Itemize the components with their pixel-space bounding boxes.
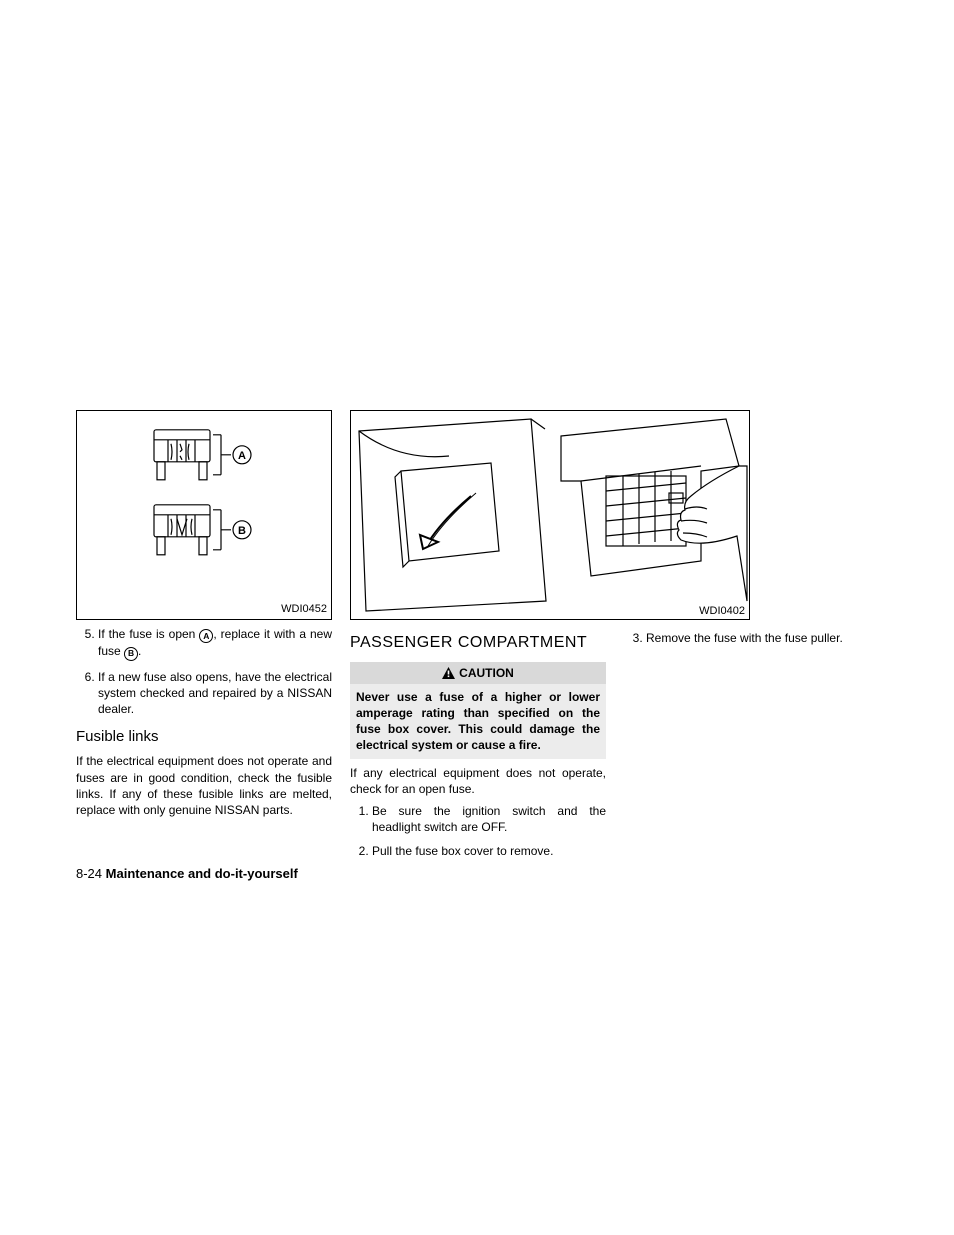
- caution-title-bar: CAUTION: [350, 662, 606, 684]
- fusible-links-para: If the electrical equipment does not ope…: [76, 753, 332, 818]
- column-2-3-wrap: WDI0402 PASSENGER COMPARTMENT CAUTION: [350, 410, 880, 867]
- content-area: A: [76, 410, 878, 867]
- col2-step-2: Pull the fuse box cover to remove.: [372, 843, 606, 859]
- caution-body: Never use a fuse of a higher or lower am…: [350, 684, 606, 759]
- step5-text-1: If the fuse is open: [98, 627, 199, 641]
- col2-para: If any electrical equipment does not ope…: [350, 765, 606, 797]
- step-5: If the fuse is open A, replace it with a…: [98, 626, 332, 661]
- column-3: Remove the fuse with the fuse puller.: [624, 626, 880, 867]
- figure-passenger-compartment: WDI0402: [350, 410, 750, 620]
- page-footer: 8-24 Maintenance and do-it-yourself: [76, 866, 298, 881]
- fusible-links-heading: Fusible links: [76, 727, 332, 747]
- col2-step-1: Be sure the ignition switch and the head…: [372, 803, 606, 835]
- figure-label-b: B: [238, 525, 246, 537]
- caution-title-text: CAUTION: [459, 665, 514, 681]
- section-title: Maintenance and do-it-yourself: [106, 866, 298, 881]
- passenger-heading: PASSENGER COMPARTMENT: [350, 632, 606, 654]
- warning-triangle-icon: [442, 667, 455, 679]
- figure2-id: WDI0402: [699, 605, 745, 617]
- step-6: If a new fuse also opens, have the elect…: [98, 669, 332, 718]
- page-number: 8-24: [76, 866, 102, 881]
- col23-inner: PASSENGER COMPARTMENT CAUTION Never use …: [350, 626, 880, 867]
- step5-text-3: .: [138, 644, 141, 658]
- column-2: PASSENGER COMPARTMENT CAUTION Never use …: [350, 626, 606, 867]
- figure-fuse-types: A: [76, 410, 332, 620]
- col3-step-3: Remove the fuse with the fuse puller.: [646, 630, 880, 646]
- col2-steps: Be sure the ignition switch and the head…: [350, 803, 606, 860]
- figure1-id: WDI0452: [281, 602, 327, 617]
- passenger-svg: [351, 411, 749, 619]
- columns-wrapper: A: [76, 410, 878, 867]
- fuse-svg: A: [119, 420, 289, 590]
- inline-label-b-icon: B: [124, 647, 138, 661]
- manual-page: A: [0, 0, 954, 1235]
- column-1: A: [76, 410, 332, 867]
- col1-steps: If the fuse is open A, replace it with a…: [76, 626, 332, 717]
- col3-steps: Remove the fuse with the fuse puller.: [624, 630, 880, 646]
- inline-label-a-icon: A: [199, 629, 213, 643]
- figure-label-a: A: [238, 450, 246, 462]
